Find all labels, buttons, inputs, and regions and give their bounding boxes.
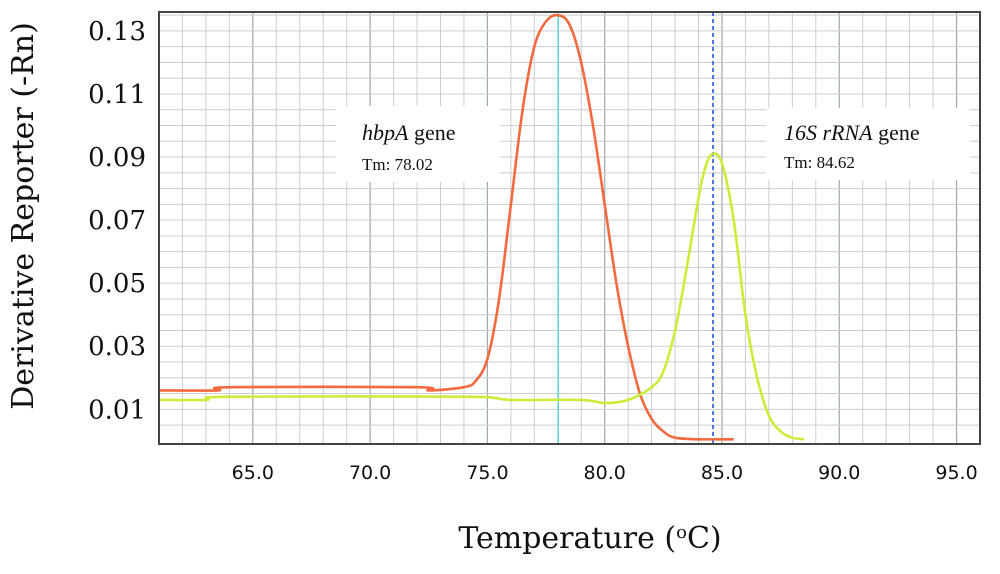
annotation-16s-gene-suffix: gene (873, 120, 920, 145)
x-tick-labels: 65.0 70.0 75.0 80.0 85.0 90.0 95.0 (232, 462, 978, 484)
annotation-hbpa-gene-suffix: gene (408, 120, 455, 145)
y-tick-label: 0.09 (88, 143, 146, 173)
plot-frame (158, 11, 981, 445)
annotation-16s: 16S rRNA gene Tm: 84.62 (766, 108, 970, 180)
annotation-16s-tm: Tm: 84.62 (784, 153, 855, 172)
x-tick-label: 85.0 (701, 462, 743, 484)
annotation-hbpa-gene-name: hbpA (362, 120, 409, 145)
annotation-16s-box (766, 108, 970, 180)
annotation-hbpa-tm: Tm: 78.02 (362, 155, 433, 174)
x-axis-title-degree: o (676, 522, 687, 543)
x-tick-label: 75.0 (466, 462, 508, 484)
y-tick-label: 0.05 (88, 269, 146, 299)
series-lines (158, 13, 805, 441)
x-tick-label: 80.0 (584, 462, 626, 484)
y-tick-label: 0.07 (88, 206, 146, 236)
x-tick-label: 90.0 (818, 462, 860, 484)
tm-lines (557, 12, 714, 444)
y-tick-label: 0.01 (88, 395, 146, 425)
series-line-0 (158, 13, 734, 441)
x-tick-label: 95.0 (935, 462, 977, 484)
x-tick-label: 65.0 (232, 462, 274, 484)
y-tick-label: 0.11 (88, 80, 146, 110)
annotation-hbpa-box (336, 106, 500, 182)
grid (158, 12, 981, 444)
annotation-16s-gene-name: 16S rRNA (784, 120, 873, 145)
series-line-1 (158, 152, 805, 441)
x-tick-label: 70.0 (349, 462, 391, 484)
annotation-16s-label: 16S rRNA gene (784, 120, 920, 145)
y-axis-title: Derivative Reporter (-Rn) (6, 22, 41, 410)
annotation-hbpa-label: hbpA gene (362, 120, 455, 145)
annotation-hbpa: hbpA gene Tm: 78.02 (336, 106, 500, 182)
x-axis-title-unit: C) (687, 521, 722, 556)
y-tick-labels: 0.01 0.03 0.05 0.07 0.09 0.11 0.13 (88, 17, 146, 425)
y-tick-label: 0.03 (88, 332, 146, 362)
x-axis-title: Temperature (oC) (458, 521, 721, 556)
x-axis-title-main: Temperature ( (458, 521, 676, 556)
y-tick-label: 0.13 (88, 17, 146, 47)
